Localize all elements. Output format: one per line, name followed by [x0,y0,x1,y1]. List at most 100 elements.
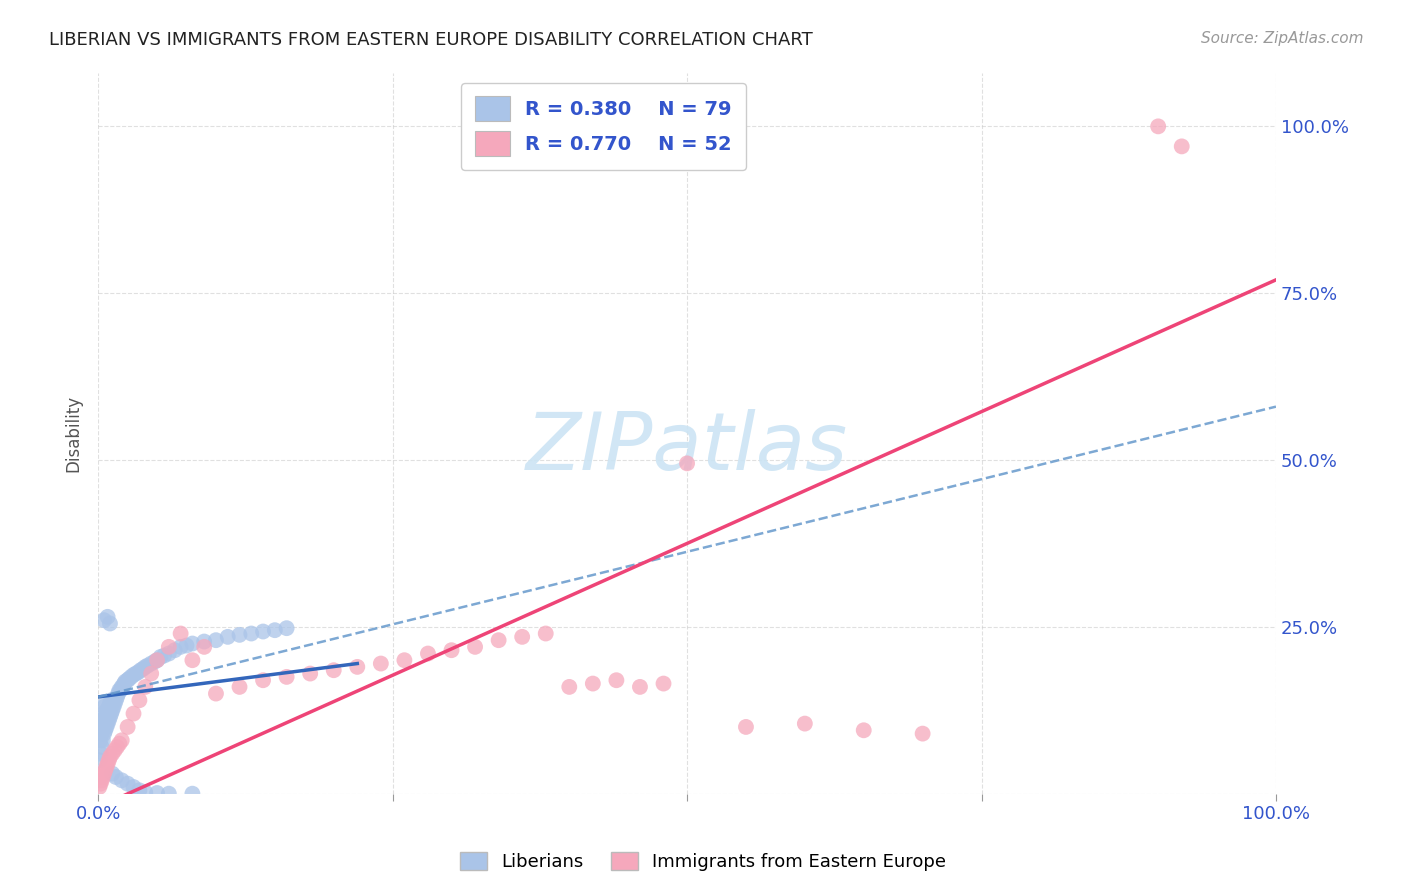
Legend: Liberians, Immigrants from Eastern Europe: Liberians, Immigrants from Eastern Europ… [453,845,953,879]
Point [169,626,191,640]
Point [134,660,156,674]
Point [111,733,134,747]
Point [169,640,191,654]
Point [228,680,250,694]
Point [125,666,148,681]
Point [582,676,605,690]
Point [157,640,180,654]
Point [852,723,875,738]
Point [394,653,416,667]
Point [510,630,533,644]
Point [112,676,135,690]
Point [141,666,163,681]
Point [96,706,118,721]
Point [134,680,156,694]
Point [97,716,120,731]
Point [104,697,127,711]
Point [141,657,163,671]
Point [136,658,159,673]
Point [143,655,166,669]
Point [100,706,122,721]
Point [263,623,285,637]
Y-axis label: Disability: Disability [65,395,82,472]
Point [118,672,141,686]
Point [1147,120,1170,134]
Point [793,716,815,731]
Point [104,770,127,784]
Point [90,720,112,734]
Point [91,733,114,747]
Point [120,670,142,684]
Point [91,770,114,784]
Point [276,621,298,635]
Point [322,663,344,677]
Point [146,653,169,667]
Point [89,780,111,794]
Point [163,643,186,657]
Point [98,750,121,764]
Point [98,710,121,724]
Point [101,703,124,717]
Point [90,713,112,727]
Point [117,673,139,688]
Point [114,674,136,689]
Point [94,710,117,724]
Point [128,783,150,797]
Point [132,662,155,676]
Point [181,653,204,667]
Point [100,693,122,707]
Point [157,787,180,801]
Point [111,680,134,694]
Point [176,639,198,653]
Point [416,647,439,661]
Point [97,753,120,767]
Point [94,697,117,711]
Text: LIBERIAN VS IMMIGRANTS FROM EASTERN EUROPE DISABILITY CORRELATION CHART: LIBERIAN VS IMMIGRANTS FROM EASTERN EURO… [49,31,813,49]
Point [104,693,127,707]
Point [93,613,115,627]
Point [217,630,239,644]
Point [90,773,112,788]
Point [181,787,204,801]
Point [534,626,557,640]
Point [252,624,274,639]
Point [149,649,172,664]
Point [97,700,120,714]
Point [96,760,118,774]
Point [205,633,228,648]
Point [111,680,134,694]
Point [605,673,627,688]
Point [558,680,581,694]
Point [628,680,651,694]
Point [735,720,758,734]
Point [122,668,145,682]
Point [129,663,152,677]
Point [153,648,176,663]
Point [652,676,675,690]
Point [117,720,139,734]
Point [93,726,115,740]
Point [193,634,215,648]
Point [228,628,250,642]
Point [370,657,392,671]
Point [94,723,117,738]
Point [90,733,112,747]
Point [128,693,150,707]
Point [440,643,463,657]
Point [93,713,115,727]
Point [97,610,120,624]
Point [146,653,169,667]
Point [108,737,131,751]
Point [157,647,180,661]
Point [299,666,322,681]
Point [181,636,204,650]
Point [90,777,112,791]
Point [110,683,132,698]
Point [97,713,120,727]
Point [117,777,139,791]
Text: Source: ZipAtlas.com: Source: ZipAtlas.com [1201,31,1364,46]
Point [97,756,120,771]
Point [911,726,934,740]
Point [105,739,128,754]
Point [240,626,263,640]
